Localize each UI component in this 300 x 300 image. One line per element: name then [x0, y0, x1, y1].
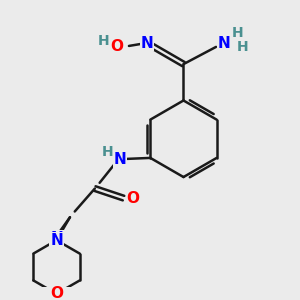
Text: N: N [113, 152, 126, 167]
Text: O: O [110, 39, 123, 54]
Text: H: H [101, 145, 113, 159]
Text: H: H [231, 26, 243, 40]
Text: N: N [141, 36, 154, 51]
Text: H: H [237, 40, 249, 54]
Text: H: H [97, 34, 109, 48]
Text: O: O [50, 286, 63, 300]
Text: N: N [217, 36, 230, 51]
Text: O: O [127, 190, 140, 206]
Text: N: N [50, 231, 63, 246]
Text: N: N [50, 233, 63, 248]
